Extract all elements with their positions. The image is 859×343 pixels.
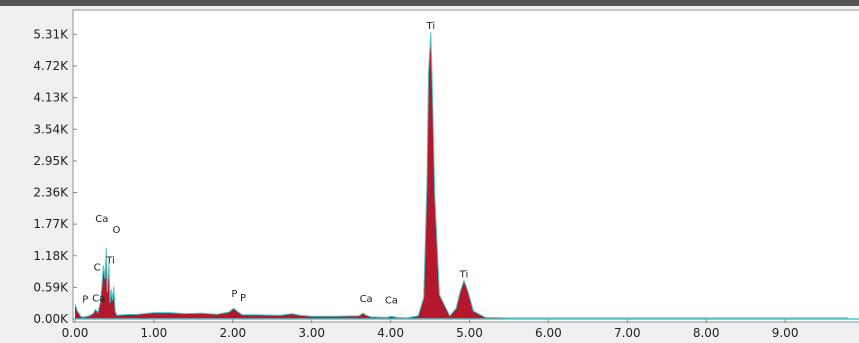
top-image-strip bbox=[0, 0, 859, 6]
peak-label: P bbox=[240, 293, 246, 304]
peak-label: O bbox=[112, 225, 120, 236]
peak-label: Ti bbox=[459, 269, 469, 280]
y-tick-label: 1.18K bbox=[33, 249, 69, 263]
y-tick-label: 4.72K bbox=[33, 59, 69, 73]
peak-label: P bbox=[231, 289, 237, 300]
peak-label: Ca bbox=[360, 294, 373, 305]
y-tick-label: 1.77K bbox=[33, 217, 69, 231]
y-axis-ticks: 0.00K 0.59K 1.18K 1.77K 2.36K 2.95K 3.54K 4.13K… bbox=[33, 27, 77, 326]
x-tick-label: 9.00 bbox=[772, 326, 799, 340]
y-tick-label: 2.36K bbox=[33, 186, 69, 200]
x-tick-label: 5.00 bbox=[456, 326, 483, 340]
peak-label: P bbox=[82, 295, 88, 306]
plot-area bbox=[72, 9, 859, 323]
x-tick-label: 0.00 bbox=[62, 326, 89, 340]
y-tick-label: 5.31K bbox=[33, 27, 69, 41]
y-tick-label: 4.13K bbox=[33, 91, 69, 105]
peak-label: C bbox=[94, 262, 101, 273]
x-tick-label: 7.00 bbox=[614, 326, 641, 340]
peak-label: Ti bbox=[105, 255, 115, 266]
x-tick-label: 2.00 bbox=[219, 326, 246, 340]
spectrum-outline bbox=[74, 32, 849, 319]
x-axis-ticks: 0.00 1.00 2.00 3.00 4.00 5.00 6.00 7.00 8.00 9.00 bbox=[62, 318, 799, 340]
peak-label: Ti bbox=[426, 21, 436, 32]
peak-label: Ca bbox=[92, 294, 105, 305]
peak-label: Ca bbox=[385, 296, 398, 307]
x-tick-label: 6.00 bbox=[535, 326, 562, 340]
y-tick-label: 0.00K bbox=[33, 312, 69, 326]
y-tick-label: 0.59K bbox=[33, 280, 69, 294]
y-tick-label: 3.54K bbox=[33, 122, 69, 136]
x-tick-label: 4.00 bbox=[377, 326, 404, 340]
peak-label: Ca bbox=[95, 214, 108, 225]
y-tick-label: 2.95K bbox=[33, 154, 69, 168]
x-tick-label: 3.00 bbox=[298, 326, 325, 340]
x-tick-label: 1.00 bbox=[141, 326, 168, 340]
x-tick-label: 8.00 bbox=[693, 326, 720, 340]
